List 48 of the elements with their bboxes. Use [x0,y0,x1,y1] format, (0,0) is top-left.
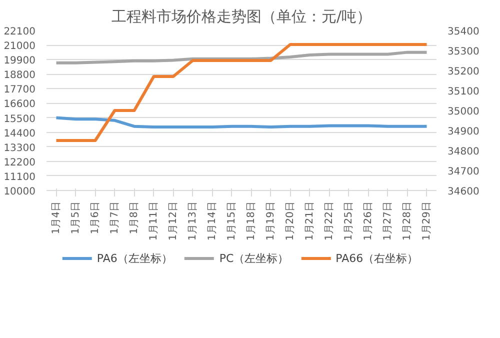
x-tick-label: 1月19日 [265,201,276,241]
y2-tick-label: 35000 [448,106,480,118]
x-tick-label: 1月15日 [226,201,238,241]
x-tick-label: 1月28日 [402,201,413,241]
x-tick-label: 1月27日 [382,201,394,241]
y2-tick-label: 34900 [448,126,480,138]
x-tick-label: 1月29日 [421,201,432,241]
y-tick-label: 21000 [4,41,36,52]
x-tick-label: 1月12日 [168,201,179,241]
y-tick-label: 11100 [4,172,36,183]
y2-tick-label: 35200 [448,66,480,78]
x-tick-label: 1月11日 [148,201,160,241]
y2-tick-label: 35300 [448,46,480,58]
line-series [54,43,428,142]
legend-label: PA6（左坐标） [96,250,172,266]
y-tick-label: 17700 [4,84,36,96]
x-tick-label: 1月18日 [246,201,257,241]
x-tick-label: 1月8日 [128,201,140,234]
line-series [54,116,428,129]
x-tick-label: 1月21日 [304,201,316,241]
x-tick-label: 1月7日 [109,201,120,234]
y-tick-label: 12200 [4,157,36,168]
y2-tick-label: 34800 [448,146,480,158]
y-tick-label: 19900 [4,56,36,67]
chart-title: 工程料市场价格走势图（单位：元/吨） [111,8,372,26]
x-tick-label: 1月25日 [343,201,354,241]
y-tick-label: 14400 [4,128,36,140]
x-tick-label: 1月26日 [362,201,374,241]
x-tick-label: 1月14日 [206,201,218,241]
y2-tick-label: 35100 [448,86,480,98]
y-tick-label: 18800 [4,70,36,82]
y-tick-label: 16600 [4,99,36,110]
x-tick-label: 1月6日 [90,201,101,234]
x-tick-label: 1月20日 [284,201,296,241]
y-tick-label: 10000 [4,186,36,198]
y2-tick-label: 34600 [448,186,480,198]
y2-tick-label: 34700 [448,166,480,178]
legend-label: PC（左坐标） [219,250,289,266]
x-tick-label: 1月22日 [324,201,335,241]
x-tick-label: 1月5日 [70,201,82,234]
x-tick-label: 1月4日 [50,201,62,234]
x-tick-label: 1月13日 [187,201,198,241]
y-tick-label: 13300 [4,142,36,154]
legend-label: PA66（右坐标） [336,250,418,266]
y-tick-label: 15500 [4,114,36,125]
y2-tick-label: 35400 [448,26,480,38]
y-tick-label: 22100 [4,26,36,38]
line-series [54,50,428,64]
